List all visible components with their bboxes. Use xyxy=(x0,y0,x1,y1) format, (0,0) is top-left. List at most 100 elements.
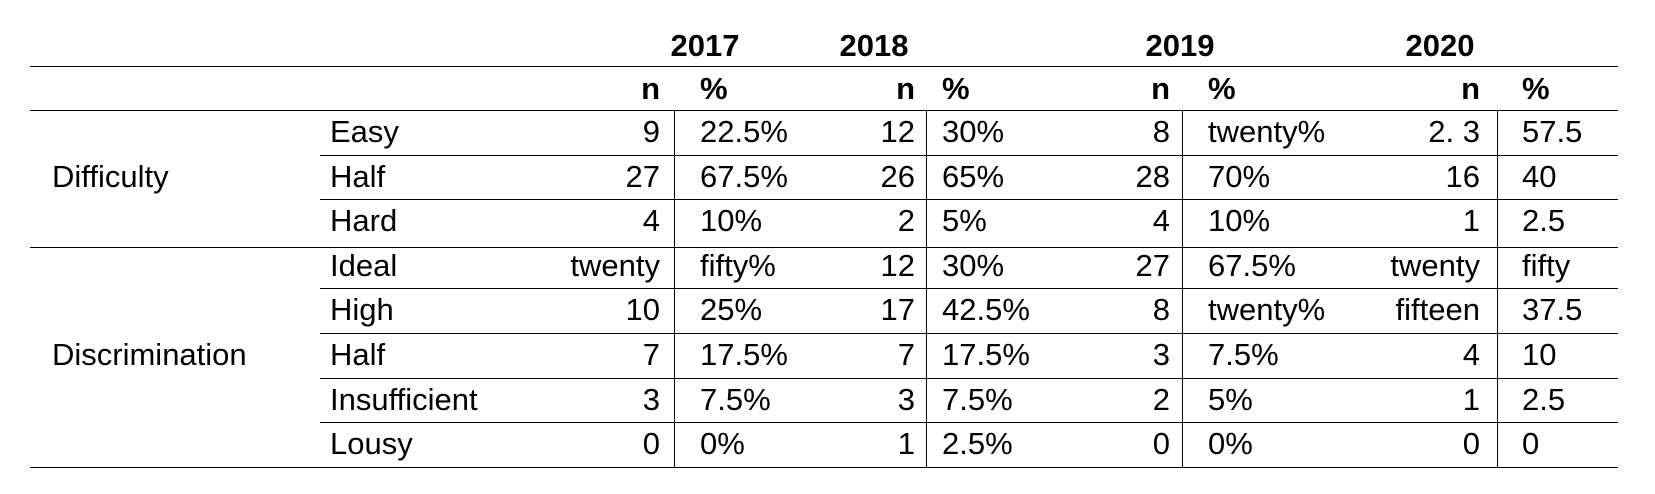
subheader-n: n xyxy=(1151,71,1170,106)
cell-n: 28 xyxy=(1135,158,1170,194)
cell-pct: 5% xyxy=(1208,381,1253,417)
rule-row xyxy=(320,377,1618,379)
rule-table-bottom xyxy=(30,467,1618,468)
subheader-pct: % xyxy=(942,71,970,106)
rule-n-pct-divider xyxy=(926,110,927,467)
year-header: 2017 xyxy=(670,28,740,63)
cell-n: 12 xyxy=(880,247,915,283)
cell-n: 2 xyxy=(897,203,915,239)
cell-pct: 65% xyxy=(942,158,1005,194)
cell-pct: 22.5% xyxy=(700,114,788,149)
cell-n: 7 xyxy=(897,337,915,372)
cell-pct: 17.5% xyxy=(700,337,788,372)
cell-n: 1 xyxy=(897,426,915,462)
cell-n: 17 xyxy=(880,292,915,328)
subheader-n: n xyxy=(896,71,915,106)
cell-n: 1 xyxy=(1462,381,1480,417)
subheader-n: n xyxy=(1461,71,1480,106)
row-label: Insufficient xyxy=(330,381,478,417)
rule-below-subheaders xyxy=(30,110,1618,111)
cell-pct: twenty% xyxy=(1208,292,1326,328)
cell-pct: 0% xyxy=(700,426,745,462)
cell-n: 3 xyxy=(1152,337,1170,372)
cell-pct: 10% xyxy=(700,203,763,239)
cell-pct: 57.5 xyxy=(1522,114,1583,149)
cell-pct: 40 xyxy=(1522,158,1557,194)
cell-n: 0 xyxy=(1462,426,1480,462)
rule-row xyxy=(320,288,1618,290)
year-header: 2018 xyxy=(839,28,909,63)
subheader-pct: % xyxy=(700,71,728,106)
cell-n: 1 xyxy=(1462,203,1480,239)
group-label: Difficulty xyxy=(52,158,169,194)
cell-pct: 7.5% xyxy=(1208,337,1279,372)
cell-n: 16 xyxy=(1445,158,1480,194)
rule-n-pct-divider xyxy=(674,110,675,467)
rule-row xyxy=(320,333,1618,334)
cell-pct: 7.5% xyxy=(942,381,1013,417)
row-label: Ideal xyxy=(330,247,398,283)
group-label: Discrimination xyxy=(52,337,247,372)
cell-n: twenty xyxy=(570,247,660,283)
cell-n: 0 xyxy=(1152,426,1170,462)
cell-pct: 2.5 xyxy=(1522,381,1566,417)
rule-below-years xyxy=(30,66,1618,67)
cell-pct: 10 xyxy=(1522,337,1557,372)
cell-pct: 0% xyxy=(1208,426,1253,462)
row-label: Half xyxy=(330,337,386,372)
year-header: 2020 xyxy=(1405,28,1475,63)
year-header: 2019 xyxy=(1145,28,1215,63)
cell-n: 3 xyxy=(897,381,915,417)
cell-n: fifteen xyxy=(1395,292,1480,328)
rule-row xyxy=(320,422,1618,424)
cell-pct: 0 xyxy=(1522,426,1540,462)
cell-pct: 67.5% xyxy=(700,158,788,194)
cell-n: twenty xyxy=(1390,247,1480,283)
cell-pct: 5% xyxy=(942,203,987,239)
cell-n: 27 xyxy=(1135,247,1170,283)
cell-n: 27 xyxy=(625,158,660,194)
row-label: Lousy xyxy=(330,426,413,462)
cell-n: 7 xyxy=(642,337,660,372)
row-label: High xyxy=(330,292,394,328)
cell-n: 10 xyxy=(625,292,660,328)
cell-pct: 67.5% xyxy=(1208,247,1296,283)
rule-row xyxy=(320,154,1618,156)
rule-n-pct-divider xyxy=(1497,110,1498,467)
cell-pct: 10% xyxy=(1208,203,1271,239)
cell-n: 3 xyxy=(642,381,660,417)
cell-pct: fifty% xyxy=(700,247,776,283)
cell-n: 12 xyxy=(880,114,915,149)
cell-pct: 2.5 xyxy=(1522,203,1566,239)
cell-pct: 70% xyxy=(1208,158,1271,194)
rule-n-pct-divider xyxy=(1182,110,1183,467)
cell-n: 2 xyxy=(1152,381,1170,417)
cell-n: 0 xyxy=(642,426,660,462)
subheader-pct: % xyxy=(1208,71,1236,106)
cell-n: 8 xyxy=(1152,292,1170,328)
cell-n: 26 xyxy=(880,158,915,194)
row-label: Half xyxy=(330,158,386,194)
cell-pct: 30% xyxy=(942,114,1005,149)
cell-pct: 37.5 xyxy=(1522,292,1583,328)
cell-n: 9 xyxy=(642,114,660,149)
cell-pct: 2.5% xyxy=(942,426,1013,462)
subheader-n: n xyxy=(641,71,660,106)
cell-pct: 42.5% xyxy=(942,292,1030,328)
rule-row xyxy=(320,199,1618,201)
cell-pct: 25% xyxy=(700,292,763,328)
row-label: Easy xyxy=(330,114,399,149)
cell-n: 4 xyxy=(1152,203,1170,239)
rule-group-separator xyxy=(30,247,1618,248)
cell-pct: 17.5% xyxy=(942,337,1030,372)
cell-pct: twenty% xyxy=(1208,114,1326,149)
subheader-pct: % xyxy=(1522,71,1550,106)
cell-pct: fifty xyxy=(1522,247,1571,283)
cell-n: 4 xyxy=(1462,337,1480,372)
cell-pct: 30% xyxy=(942,247,1005,283)
cell-n: 8 xyxy=(1152,114,1170,149)
cell-n: 4 xyxy=(642,203,660,239)
cell-pct: 7.5% xyxy=(700,381,771,417)
row-label: Hard xyxy=(330,203,398,239)
